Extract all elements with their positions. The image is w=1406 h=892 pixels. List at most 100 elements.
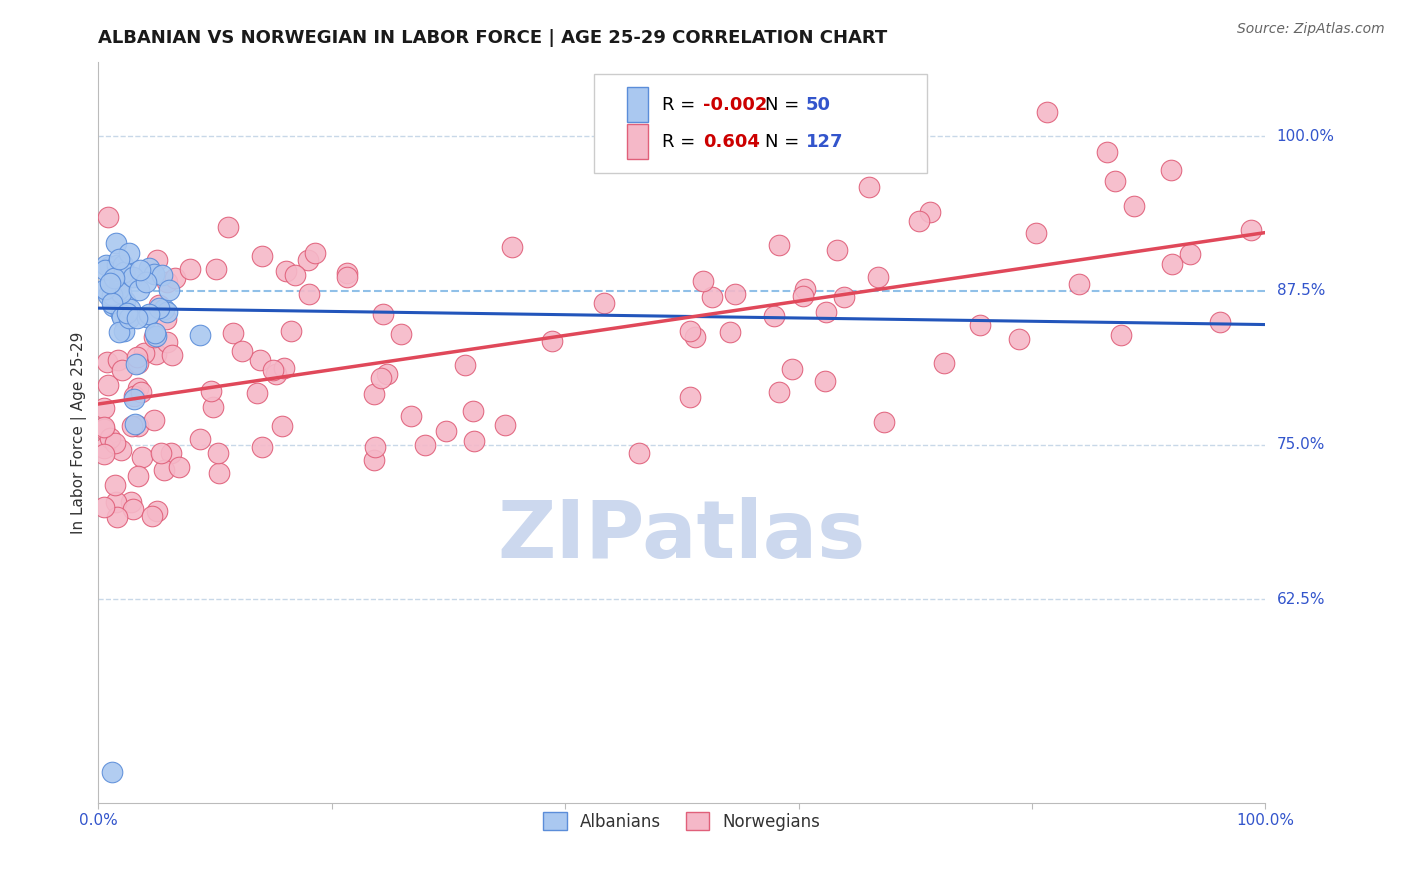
Point <box>97 377 120 392</box>
Point <box>208 466 231 480</box>
Point <box>117 305 139 319</box>
Point <box>363 387 385 401</box>
Point <box>118 310 141 325</box>
FancyBboxPatch shape <box>627 124 648 160</box>
Point <box>827 244 849 258</box>
Text: -0.002: -0.002 <box>703 95 768 113</box>
Point <box>1209 315 1232 329</box>
Point <box>304 246 326 260</box>
Point <box>1240 223 1263 237</box>
Point <box>873 415 896 429</box>
Point <box>104 477 127 491</box>
Point <box>156 334 179 349</box>
Point <box>143 267 166 281</box>
Point <box>678 324 700 338</box>
Point <box>205 262 228 277</box>
Text: R =: R = <box>662 133 702 151</box>
Point <box>370 371 392 385</box>
Point <box>128 283 150 297</box>
Point <box>111 310 134 325</box>
Point <box>125 357 148 371</box>
Point <box>135 275 157 289</box>
Point <box>114 294 136 309</box>
Text: 62.5%: 62.5% <box>1277 591 1324 607</box>
Point <box>107 284 129 298</box>
Point <box>107 353 129 368</box>
Point <box>108 271 131 285</box>
Point <box>271 419 294 434</box>
Point <box>389 327 412 342</box>
Point <box>156 305 179 319</box>
Point <box>1161 257 1184 271</box>
Point <box>768 238 790 252</box>
Point <box>93 447 115 461</box>
Point <box>148 301 170 315</box>
Point <box>868 270 890 285</box>
Point <box>127 469 149 483</box>
Point <box>792 289 814 303</box>
Point <box>105 510 128 524</box>
Point <box>105 235 128 250</box>
Point <box>364 440 387 454</box>
Point <box>110 285 132 300</box>
Point <box>683 330 706 344</box>
Text: 100.0%: 100.0% <box>1277 129 1334 144</box>
Text: 0.604: 0.604 <box>703 133 759 151</box>
Point <box>101 764 124 779</box>
Point <box>336 266 359 280</box>
Point <box>122 392 145 406</box>
Point <box>125 351 148 365</box>
Point <box>110 443 132 458</box>
Point <box>284 268 307 282</box>
Point <box>718 325 741 339</box>
Point <box>160 446 183 460</box>
Point <box>834 290 856 304</box>
Point <box>217 220 239 235</box>
Point <box>297 253 319 268</box>
Point <box>1122 199 1144 213</box>
Point <box>1067 277 1090 291</box>
Text: ALBANIAN VS NORWEGIAN IN LABOR FORCE | AGE 25-29 CORRELATION CHART: ALBANIAN VS NORWEGIAN IN LABOR FORCE | A… <box>98 29 887 47</box>
Point <box>179 262 201 277</box>
Point <box>918 205 941 219</box>
Point <box>262 363 284 377</box>
Point <box>628 446 651 460</box>
Text: N =: N = <box>765 133 804 151</box>
Point <box>363 453 385 467</box>
Point <box>814 305 837 319</box>
Point <box>461 404 484 418</box>
Point <box>371 307 394 321</box>
Point <box>107 252 129 266</box>
Point <box>103 270 125 285</box>
Point <box>145 347 167 361</box>
Point <box>782 362 804 376</box>
Point <box>124 389 146 403</box>
Point <box>1025 226 1047 240</box>
Point <box>399 409 422 423</box>
Point <box>167 459 190 474</box>
FancyBboxPatch shape <box>627 87 648 122</box>
Point <box>160 348 183 362</box>
Point <box>127 418 149 433</box>
Point <box>131 384 153 399</box>
Point <box>98 260 121 274</box>
Point <box>932 356 955 370</box>
Point <box>266 368 288 382</box>
Point <box>249 352 271 367</box>
Text: 127: 127 <box>806 133 844 151</box>
Point <box>121 270 143 285</box>
Point <box>138 260 160 275</box>
Y-axis label: In Labor Force | Age 25-29: In Labor Force | Age 25-29 <box>72 332 87 533</box>
Point <box>1008 332 1031 346</box>
Point <box>98 276 121 290</box>
Point <box>145 329 167 343</box>
Point <box>101 299 124 313</box>
Text: N =: N = <box>765 95 804 113</box>
Point <box>250 440 273 454</box>
Point <box>112 258 135 272</box>
Point <box>768 384 790 399</box>
Point <box>143 330 166 344</box>
Point <box>117 245 139 260</box>
Text: 50: 50 <box>806 95 831 113</box>
Point <box>463 434 485 449</box>
